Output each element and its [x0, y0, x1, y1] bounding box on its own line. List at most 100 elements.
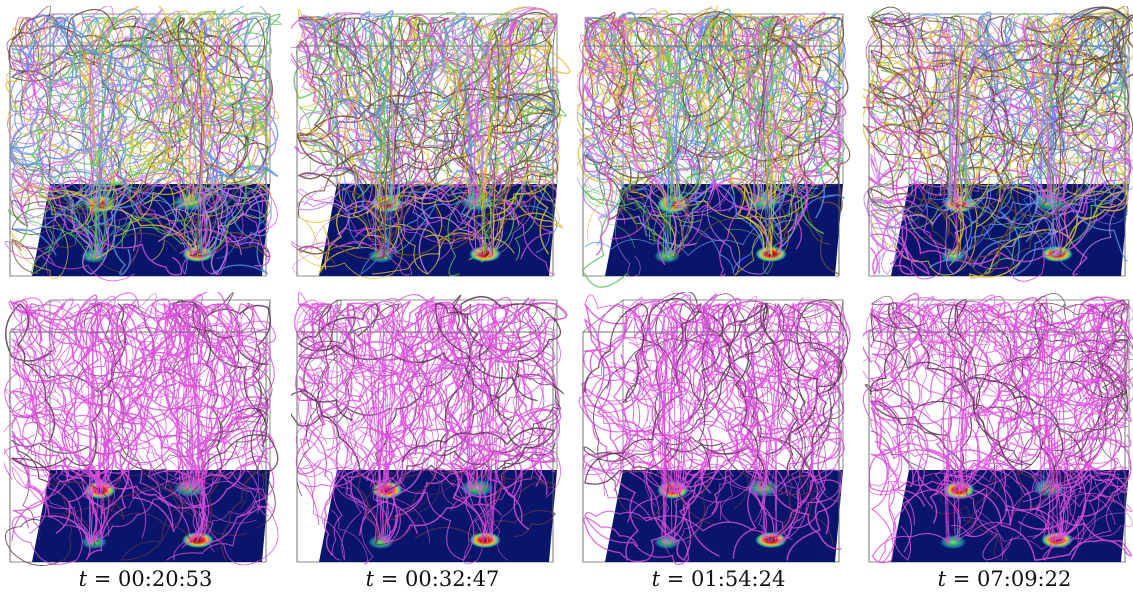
pathlines	[4, 6, 282, 282]
pathline	[298, 292, 363, 561]
pathline	[878, 462, 1044, 564]
plume-pathline	[760, 28, 797, 203]
pathline	[339, 320, 387, 492]
panel-row1-col2	[291, 6, 574, 296]
pathline	[321, 303, 461, 524]
plume-pathline	[382, 311, 394, 543]
pathline	[391, 169, 556, 216]
pathline	[1070, 14, 1130, 187]
pathline	[721, 13, 833, 180]
plume-pathline	[190, 29, 203, 255]
pathline	[728, 423, 842, 538]
plume-pathline	[184, 34, 200, 203]
plume-pathline	[473, 51, 497, 203]
pathline	[745, 17, 824, 207]
pathline	[800, 17, 826, 154]
plume-pathline	[469, 44, 483, 203]
pathline	[24, 304, 137, 428]
pathline	[1052, 300, 1133, 487]
pathline	[10, 439, 203, 546]
pathline	[84, 49, 270, 247]
pathline	[126, 303, 243, 485]
pathline	[1052, 149, 1128, 253]
pathline	[11, 435, 95, 565]
plume-pathline	[390, 52, 397, 205]
plume-pathline	[367, 26, 382, 205]
plume-pathline	[489, 336, 498, 541]
plume-pathline	[956, 313, 970, 543]
plume-pathline	[647, 322, 666, 543]
caption-equals: =	[660, 567, 692, 591]
pathline	[1063, 7, 1133, 89]
pathline	[952, 94, 1006, 255]
plume-pathline	[491, 37, 500, 255]
pathline	[868, 455, 1116, 525]
pathline	[747, 69, 788, 204]
pathline	[754, 302, 835, 542]
plume-pathline	[964, 30, 968, 205]
pathline	[1010, 303, 1128, 421]
plume-pathline	[943, 335, 950, 543]
pathline	[584, 17, 721, 211]
heat-spot-front-right	[469, 532, 501, 548]
plume-pathline	[183, 325, 200, 489]
pathline	[298, 22, 556, 260]
plume-pathline	[486, 328, 493, 489]
plume-pathline	[1056, 328, 1068, 541]
pathline	[1071, 7, 1133, 130]
pathline	[885, 192, 1072, 271]
pathline	[652, 180, 828, 219]
pathline	[25, 17, 83, 203]
pathline	[297, 387, 378, 544]
pathline	[979, 468, 1128, 543]
pathline	[295, 302, 365, 451]
plume-pathline	[664, 324, 678, 491]
pathline	[5, 389, 191, 485]
pathline	[870, 157, 1045, 282]
pathline	[869, 209, 952, 276]
pathline	[875, 100, 948, 256]
pathline	[401, 427, 556, 502]
pathline	[651, 304, 741, 519]
plume-pathline	[198, 50, 208, 203]
pathline	[585, 152, 703, 202]
time-caption: t = 07:09:22	[863, 567, 1133, 591]
plume-pathline	[745, 29, 757, 203]
pathline	[418, 17, 550, 275]
pathline	[584, 303, 712, 470]
pathline	[55, 341, 128, 534]
pathline	[610, 177, 833, 240]
box-front-edges	[582, 45, 840, 276]
pathline	[584, 386, 797, 489]
pathline	[185, 303, 226, 537]
plume-pathline	[655, 37, 670, 257]
plume-pathline	[1057, 40, 1065, 203]
plume-pathline	[965, 336, 991, 491]
pathline	[298, 17, 385, 172]
pathline	[20, 179, 271, 267]
plume-pathline	[91, 317, 103, 543]
pathline	[773, 302, 842, 542]
pathline	[27, 303, 166, 420]
panel-row1-col4	[863, 6, 1133, 296]
pathline	[298, 303, 401, 359]
pathline	[303, 15, 489, 206]
pathline	[754, 16, 847, 233]
pathline	[298, 303, 483, 471]
pathline	[584, 136, 668, 254]
pathline	[437, 23, 557, 123]
pathline	[874, 440, 1064, 541]
pathline	[347, 403, 562, 479]
pathline	[1046, 103, 1128, 166]
pathline	[379, 301, 442, 490]
pathline	[1066, 303, 1128, 551]
plume-pathline	[384, 313, 399, 543]
pathline	[628, 100, 842, 200]
pathline	[439, 296, 562, 452]
pathline	[1079, 111, 1129, 266]
pathline	[898, 303, 998, 540]
time-caption: t = 01:54:24	[577, 567, 860, 591]
pathline	[710, 17, 840, 275]
pathline	[379, 117, 466, 259]
pathline	[10, 47, 236, 224]
